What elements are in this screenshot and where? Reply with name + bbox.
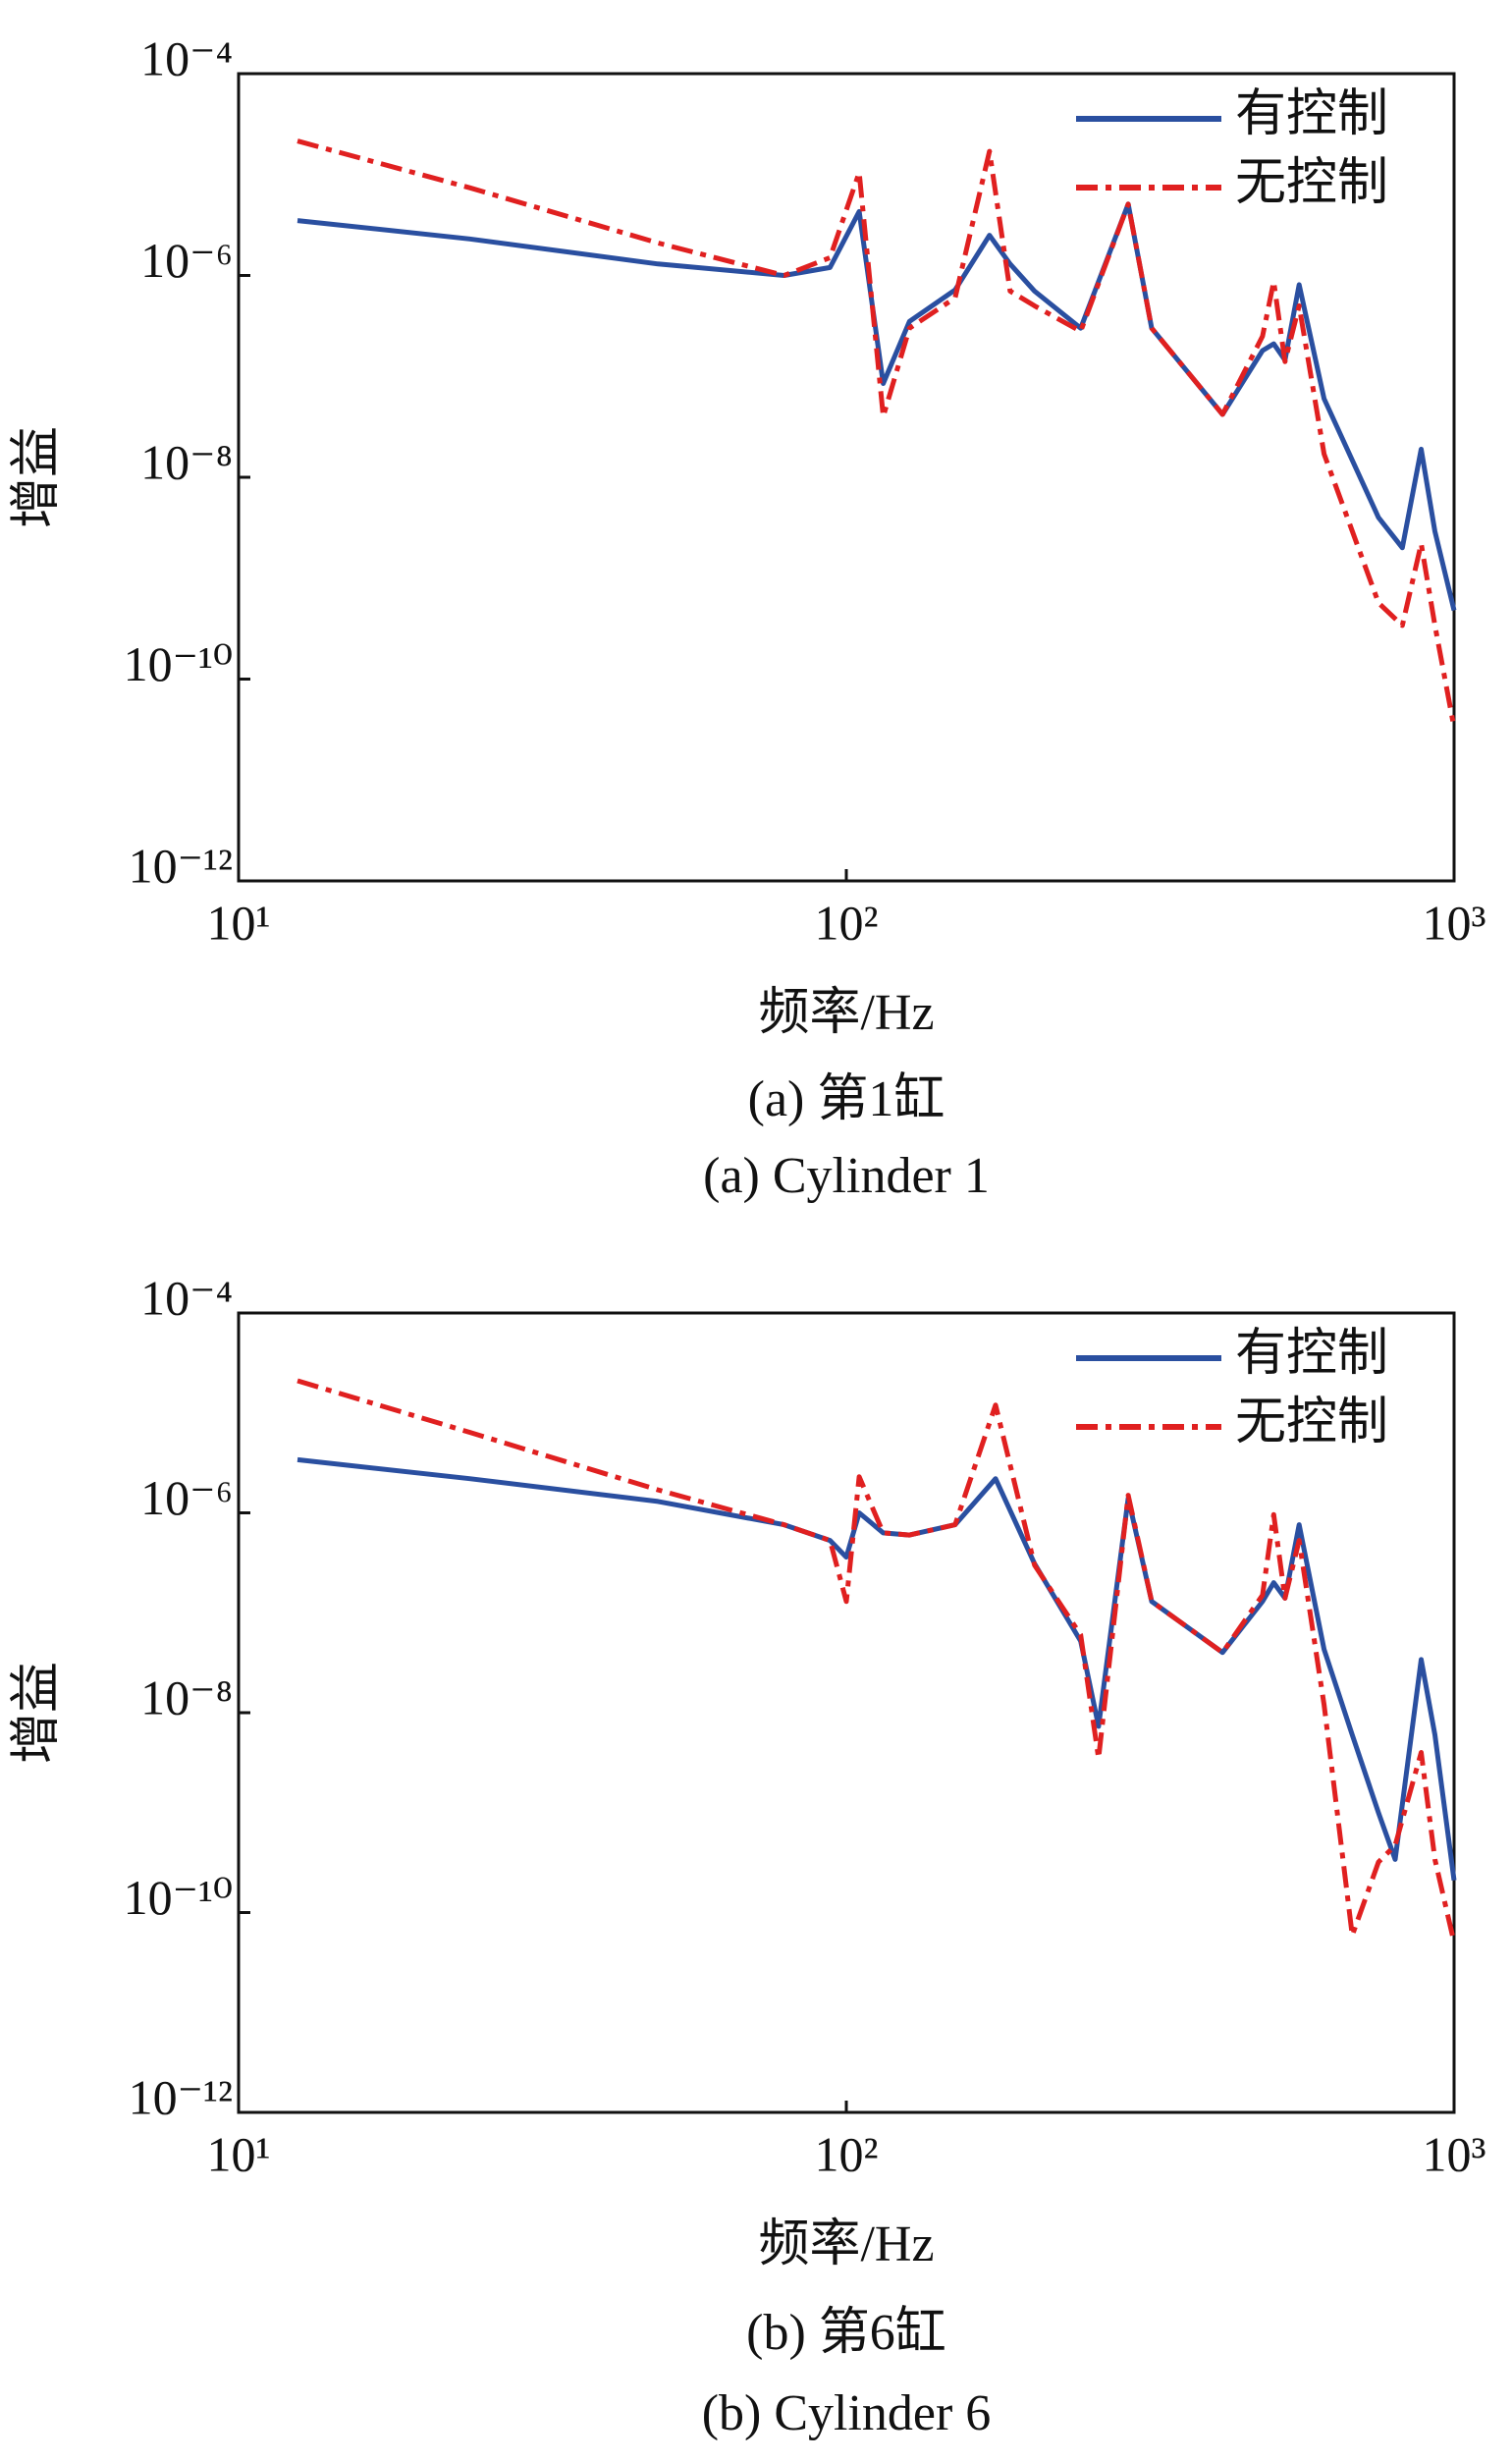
x-tick-label: 10³ (1423, 895, 1486, 950)
y-tick-label: 10⁻⁸ (140, 1669, 233, 1724)
y-tick-label: 10⁻⁴ (140, 1270, 233, 1325)
legend-label: 有控制 (1235, 1326, 1388, 1382)
x-axis-label: 频率/Hz (758, 2216, 934, 2272)
series-line (297, 1456, 1457, 1882)
caption: (a) 第1缸 (748, 1070, 945, 1127)
y-tick-label: 10⁻⁴ (140, 30, 233, 85)
legend-label: 无控制 (1235, 155, 1388, 211)
legend-label: 无控制 (1235, 1395, 1388, 1450)
series-line (297, 201, 1457, 612)
y-tick-label: 10⁻⁸ (140, 434, 233, 489)
legend-label: 有控制 (1235, 86, 1388, 142)
caption-en: (b) Cylinder 6 (702, 2385, 992, 2441)
y-tick-label: 10⁻¹⁰ (124, 1870, 233, 1925)
y-axis-label: 增益 (9, 1662, 65, 1764)
x-tick-label: 10³ (1423, 2126, 1486, 2181)
series-line (297, 138, 1457, 729)
x-tick-label: 10² (815, 2126, 879, 2181)
caption-en: (a) Cylinder 1 (703, 1148, 990, 1204)
chart: 10⁻¹² 10⁻¹⁰ 10⁻⁸ 10⁻⁶ 10⁻⁴ 10¹ 10² 10³ 有控制无控制增益频… (9, 1270, 1486, 2440)
y-tick-label: 10⁻¹² (129, 2069, 233, 2124)
x-tick-label: 10¹ (207, 2126, 271, 2181)
x-tick-label: 10¹ (207, 895, 271, 950)
y-tick-label: 10⁻¹⁰ (124, 636, 233, 691)
y-tick-label: 10⁻¹² (129, 838, 233, 893)
series-line (297, 1378, 1457, 1943)
y-axis-label: 增益 (9, 426, 65, 528)
chart: 10⁻¹² 10⁻¹⁰ 10⁻⁸ 10⁻⁶ 10⁻⁴ 10¹ 10² 10³ 有控制无控制增益频… (9, 30, 1486, 1203)
x-tick-label: 10² (815, 895, 879, 950)
y-tick-label: 10⁻⁶ (140, 233, 233, 288)
y-tick-label: 10⁻⁶ (140, 1470, 233, 1525)
caption: (b) 第6缸 (746, 2304, 946, 2361)
x-axis-label: 频率/Hz (758, 985, 934, 1041)
